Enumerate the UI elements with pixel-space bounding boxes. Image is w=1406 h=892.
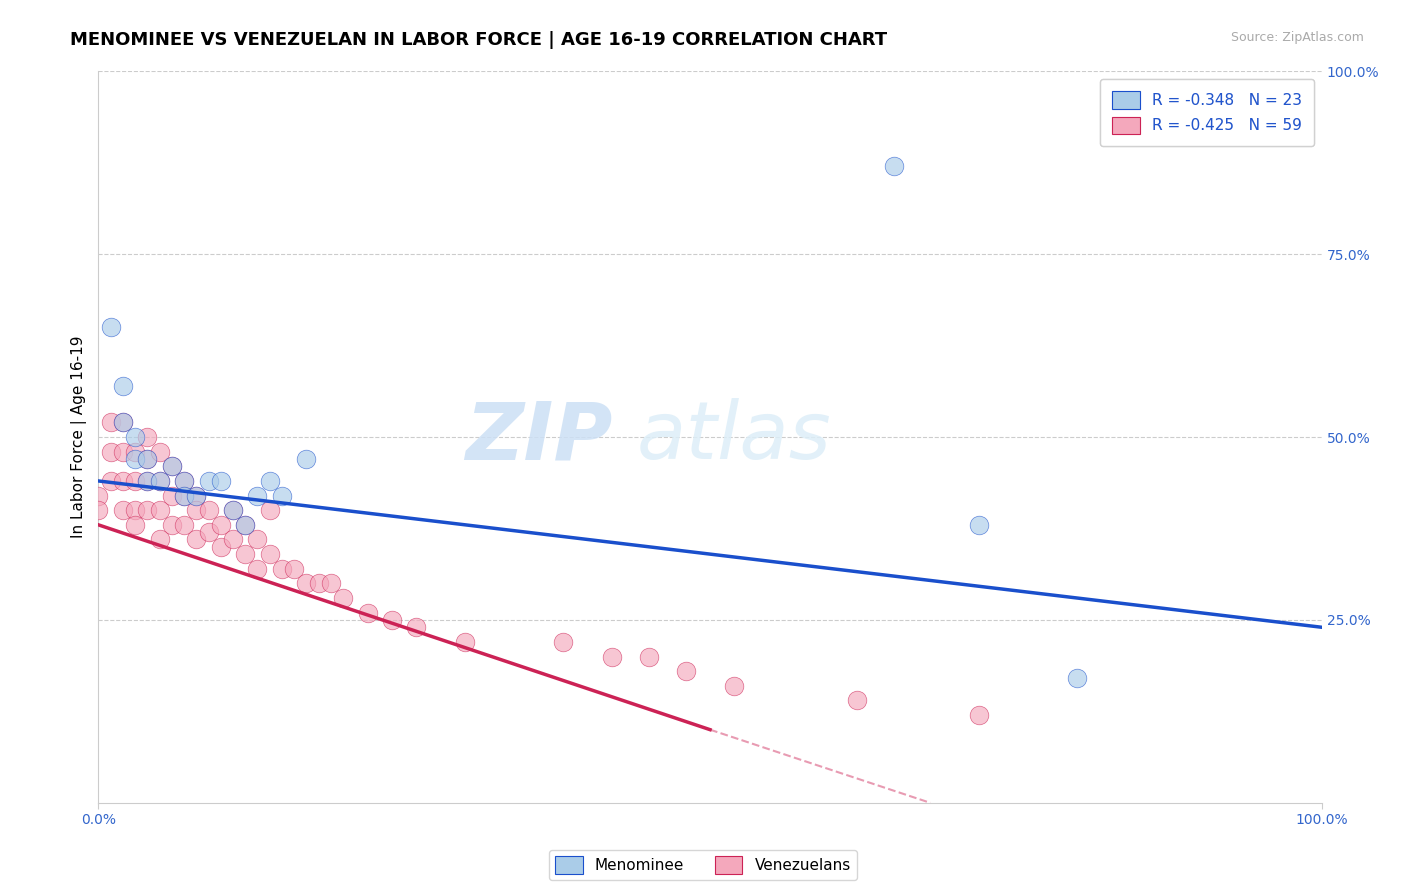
Point <box>173 489 195 503</box>
Point <box>173 474 195 488</box>
Point <box>149 503 172 517</box>
Point <box>100 416 122 430</box>
Point <box>222 533 245 547</box>
Point <box>136 474 159 488</box>
Point <box>723 679 745 693</box>
Point <box>246 533 269 547</box>
Point <box>209 474 232 488</box>
Point <box>136 452 159 467</box>
Point <box>100 320 122 334</box>
Point <box>967 517 990 532</box>
Point <box>160 489 183 503</box>
Point <box>124 430 146 444</box>
Point <box>100 444 122 458</box>
Point <box>87 503 110 517</box>
Point <box>246 562 269 576</box>
Point <box>259 474 281 488</box>
Point <box>638 649 661 664</box>
Point <box>111 379 134 393</box>
Point <box>124 517 146 532</box>
Point <box>136 503 159 517</box>
Point <box>209 517 232 532</box>
Point <box>356 606 378 620</box>
Text: ZIP: ZIP <box>465 398 612 476</box>
Point <box>100 474 122 488</box>
Point <box>186 489 208 503</box>
Point <box>270 562 294 576</box>
Text: atlas: atlas <box>637 398 831 476</box>
Point <box>173 517 195 532</box>
Point <box>222 503 245 517</box>
Point <box>967 708 990 723</box>
Point <box>675 664 697 678</box>
Legend: R = -0.348   N = 23, R = -0.425   N = 59: R = -0.348 N = 23, R = -0.425 N = 59 <box>1099 79 1315 146</box>
Point <box>845 693 868 707</box>
Point <box>149 474 172 488</box>
Point <box>246 489 269 503</box>
Point <box>553 635 575 649</box>
Point <box>186 503 208 517</box>
Point <box>197 525 219 540</box>
Point <box>160 459 183 474</box>
Point <box>883 160 905 174</box>
Point <box>454 635 477 649</box>
Point <box>124 474 146 488</box>
Point <box>186 489 208 503</box>
Point <box>1066 672 1088 686</box>
Point <box>295 576 318 591</box>
Point <box>173 474 195 488</box>
Text: Source: ZipAtlas.com: Source: ZipAtlas.com <box>1230 31 1364 45</box>
Point <box>197 474 219 488</box>
Y-axis label: In Labor Force | Age 16-19: In Labor Force | Age 16-19 <box>70 335 87 539</box>
Point <box>149 474 172 488</box>
Point <box>259 503 281 517</box>
Point <box>600 649 623 664</box>
Point <box>233 547 256 561</box>
Point <box>319 576 342 591</box>
Point <box>197 503 219 517</box>
Point <box>270 489 294 503</box>
Point <box>124 503 146 517</box>
Point <box>233 517 256 532</box>
Point <box>186 533 208 547</box>
Point <box>295 452 318 467</box>
Point <box>111 416 134 430</box>
Point <box>160 517 183 532</box>
Point <box>283 562 305 576</box>
Point <box>124 444 146 458</box>
Point <box>136 474 159 488</box>
Point <box>87 489 110 503</box>
Point <box>111 416 134 430</box>
Point <box>332 591 354 605</box>
Point <box>209 540 232 554</box>
Point <box>111 503 134 517</box>
Point <box>136 430 159 444</box>
Legend: Menominee, Venezuelans: Menominee, Venezuelans <box>550 850 856 880</box>
Text: MENOMINEE VS VENEZUELAN IN LABOR FORCE | AGE 16-19 CORRELATION CHART: MENOMINEE VS VENEZUELAN IN LABOR FORCE |… <box>70 31 887 49</box>
Point <box>160 459 183 474</box>
Point <box>111 474 134 488</box>
Point <box>222 503 245 517</box>
Point <box>381 613 404 627</box>
Point <box>149 444 172 458</box>
Point <box>259 547 281 561</box>
Point <box>405 620 427 634</box>
Point <box>111 444 134 458</box>
Point <box>124 452 146 467</box>
Point <box>173 489 195 503</box>
Point <box>136 452 159 467</box>
Point <box>308 576 330 591</box>
Point <box>233 517 256 532</box>
Point <box>149 533 172 547</box>
